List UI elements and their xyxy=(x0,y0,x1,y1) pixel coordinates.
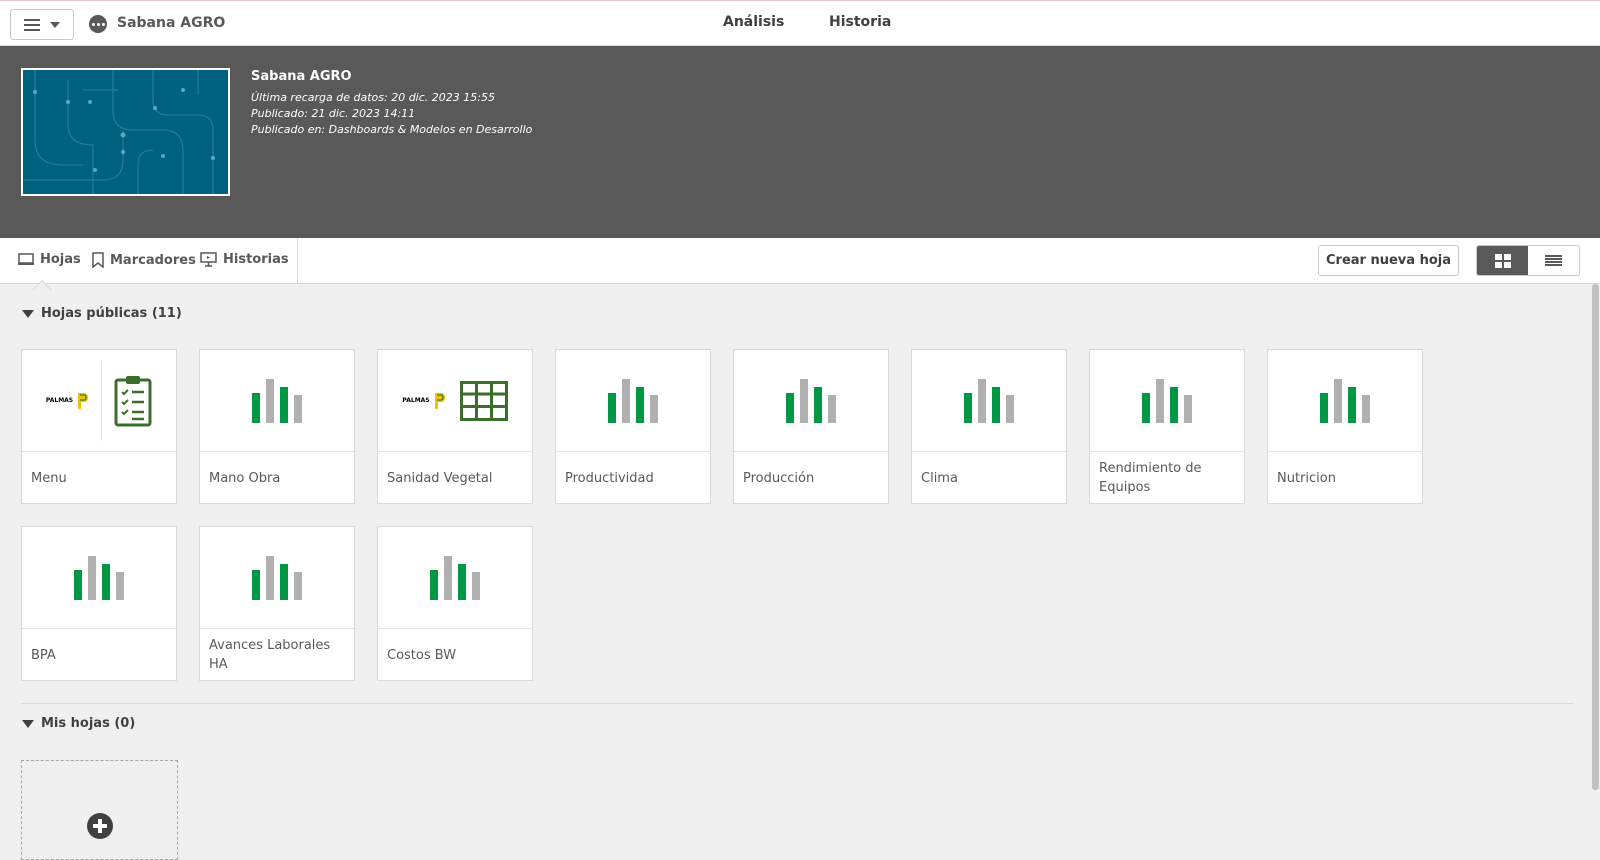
sheet-icon xyxy=(18,253,34,265)
sheet-card-title: Sanidad Vegetal xyxy=(387,470,493,486)
sheet-card-title: Mano Obra xyxy=(209,470,281,486)
bar-chart-icon xyxy=(74,555,124,600)
bar-chart-icon xyxy=(964,378,1014,423)
palmas-logo-text: PALMAS xyxy=(402,397,430,404)
app-title: Sabana AGRO xyxy=(251,69,352,84)
grid-view-icon xyxy=(1494,253,1511,268)
plus-circle-icon xyxy=(87,813,113,839)
sheet-card-title: Clima xyxy=(921,470,958,486)
chevron-down-icon xyxy=(50,21,60,28)
bar-chart-icon xyxy=(786,378,836,423)
presentation-icon xyxy=(200,252,217,267)
sheet-card-title: Rendimiento de Equipos xyxy=(1099,461,1202,495)
section-divider xyxy=(21,703,1573,704)
active-tab-indicator xyxy=(32,280,52,300)
sheet-card[interactable]: Nutricion xyxy=(1267,349,1423,504)
app-options-icon[interactable] xyxy=(89,15,107,33)
sheet-card[interactable]: Clima xyxy=(911,349,1067,504)
sheet-card[interactable]: PALMAS Sanidad Vegetal xyxy=(377,349,533,504)
app-name: Sabana AGRO xyxy=(117,15,226,31)
sheet-card[interactable]: Productividad xyxy=(555,349,711,504)
public-sheets-toggle[interactable]: Hojas públicas (11) xyxy=(22,306,182,321)
app-thumbnail xyxy=(21,68,230,196)
palmas-logo-text: PALMAS xyxy=(45,397,74,404)
sheet-card[interactable]: Avances Laborales HA xyxy=(199,526,355,681)
published-date-text: Publicado: 21 dic. 2023 14:11 xyxy=(251,107,416,120)
sheet-thumbnail xyxy=(734,350,888,452)
table-icon xyxy=(459,380,508,421)
clipboard-checklist-icon xyxy=(114,375,152,426)
sheet-card[interactable]: BPA xyxy=(21,526,177,681)
sheet-card-title: Productividad xyxy=(565,470,654,486)
bar-chart-icon xyxy=(252,555,302,600)
sheet-card-title: Costos BW xyxy=(387,647,457,663)
sheet-card[interactable]: Rendimiento de Equipos xyxy=(1089,349,1245,504)
sheet-card-title: Nutricion xyxy=(1277,470,1336,486)
bookmark-icon xyxy=(92,252,104,268)
tab-stories-label: Historias xyxy=(223,252,289,267)
bar-chart-icon xyxy=(608,378,658,423)
create-new-sheet-button[interactable]: Crear nueva hoja xyxy=(1318,245,1459,276)
my-sheets-toggle[interactable]: Mis hojas (0) xyxy=(22,716,135,731)
tab-bookmarks[interactable]: Marcadores xyxy=(92,252,196,268)
app-overview-header: Sabana AGRO Última recarga de datos: 20 … xyxy=(0,46,1600,238)
tab-stories[interactable]: Historias xyxy=(200,252,289,267)
list-view-button[interactable] xyxy=(1528,246,1579,275)
public-sheets-heading: Hojas públicas (11) xyxy=(41,306,182,321)
global-menu-button[interactable] xyxy=(10,9,74,40)
palmas-logo: PALMAS xyxy=(46,392,89,410)
sheet-thumbnail xyxy=(556,350,710,452)
sheet-thumbnail xyxy=(378,527,532,629)
tab-divider xyxy=(297,238,298,284)
sheet-card[interactable]: Costos BW xyxy=(377,526,533,681)
vertical-scrollbar[interactable] xyxy=(1592,284,1599,790)
sheet-card-title: Menu xyxy=(31,470,67,486)
sheet-card-title: Producción xyxy=(743,470,815,486)
sheet-card-title: BPA xyxy=(31,647,56,663)
last-reload-text: Última recarga de datos: 20 dic. 2023 15… xyxy=(251,91,495,104)
grid-view-button[interactable] xyxy=(1477,246,1528,275)
palmas-logo: PALMAS xyxy=(402,392,445,410)
sheet-thumbnail: PALMAS xyxy=(378,350,532,452)
tab-bookmarks-label: Marcadores xyxy=(110,252,196,268)
bar-chart-icon xyxy=(430,555,480,600)
tab-sheets[interactable]: Hojas xyxy=(18,252,81,267)
sheet-thumbnail xyxy=(1090,350,1244,452)
nav-story[interactable]: Historia xyxy=(829,14,892,30)
tab-sheets-label: Hojas xyxy=(40,252,81,267)
triangle-down-icon xyxy=(22,309,34,318)
sheet-thumbnail xyxy=(22,527,176,629)
bar-chart-icon xyxy=(1320,378,1370,423)
my-sheets-heading: Mis hojas (0) xyxy=(41,716,136,731)
bar-chart-icon xyxy=(252,378,302,423)
hamburger-icon xyxy=(24,18,40,31)
sheet-card-title: Avances Laborales HA xyxy=(209,638,331,672)
bar-chart-icon xyxy=(1142,378,1192,423)
sheet-card[interactable]: PALMAS Menu xyxy=(21,349,177,504)
view-toggle xyxy=(1476,245,1580,276)
sheet-card[interactable]: Producción xyxy=(733,349,889,504)
list-view-icon xyxy=(1545,254,1562,267)
sheet-card[interactable]: Mano Obra xyxy=(199,349,355,504)
sheet-thumbnail: PALMAS xyxy=(22,350,176,452)
triangle-down-icon xyxy=(22,719,34,728)
sheet-thumbnail xyxy=(200,527,354,629)
sheet-thumbnail xyxy=(1268,350,1422,452)
asset-tab-bar: Hojas Marcadores Historias Crear nueva h… xyxy=(0,238,1600,300)
sheet-thumbnail xyxy=(200,350,354,452)
published-in-text: Publicado en: Dashboards & Modelos en De… xyxy=(251,123,533,136)
sheet-thumbnail xyxy=(912,350,1066,452)
top-bar: Sabana AGRO Análisis Historia xyxy=(0,0,1600,46)
nav-analysis[interactable]: Análisis xyxy=(723,14,785,30)
create-sheet-card[interactable] xyxy=(21,760,178,860)
